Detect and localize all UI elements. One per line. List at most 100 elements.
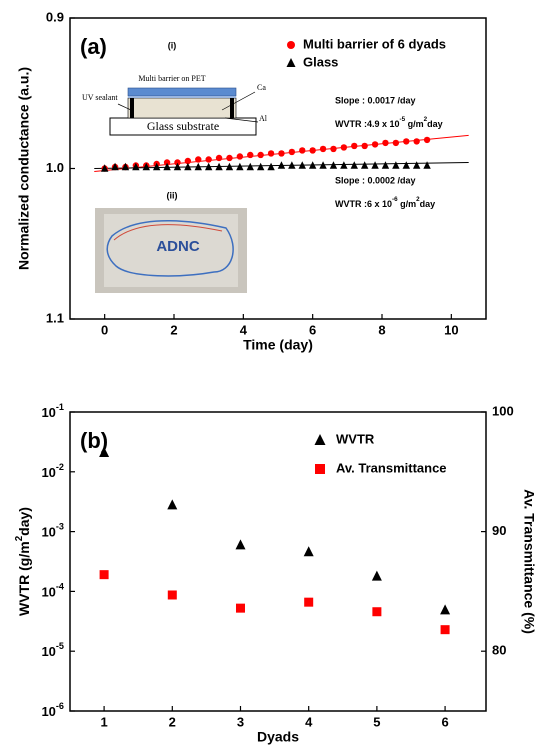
annotation: Slope : 0.0002 /day [335,175,416,185]
y-tick-label: 0.9 [46,9,64,24]
marker [173,162,182,171]
annotation-part: -5 [400,116,406,123]
marker [330,145,337,153]
marker [257,151,264,159]
legend-label: Glass [303,54,338,69]
marker [132,162,140,171]
marker [361,142,368,150]
marker [319,161,327,169]
y-tick-label-part: -1 [56,402,64,412]
marker [340,161,348,169]
inset-schematic [109,87,259,136]
y2-axis-label: Av. Transmittance (%) [521,489,536,634]
marker [304,597,314,607]
marker [184,157,192,165]
x-tick-label: 5 [373,714,380,729]
x-tick-label: 2 [169,714,176,729]
x-axis-label: Dyads [257,729,299,745]
annotation-part: g/m [405,119,424,129]
y-tick-label: 1.0 [46,160,64,175]
marker [204,162,213,171]
marker [267,150,275,157]
marker [167,590,177,600]
y-tick-label: 1.1 [46,310,64,325]
marker [314,434,326,445]
marker [235,539,246,550]
y-tick-label: 10-1 [41,402,64,420]
marker [152,162,161,171]
y-tick-label: 10-6 [41,701,64,719]
y-tick-label-part: -2 [56,462,64,472]
marker [288,161,296,169]
marker [371,141,379,148]
inset-text: Glass substrate [147,119,219,133]
marker [142,162,150,171]
marker [372,607,382,617]
marker [423,136,431,144]
marker [278,150,285,157]
barrier-layer [127,87,237,97]
marker [299,147,306,154]
marker [286,58,296,67]
annotation-part: 2 [416,196,420,203]
annotation-part: -6 [392,196,398,203]
logo-outline [113,224,223,241]
logo-text: ADNC [156,238,199,255]
annotation: WVTR :4.9 x 10-5 g/m2day [335,116,443,130]
x-tick-label: 2 [170,322,177,337]
marker [99,447,110,458]
x-tick-label: 1 [100,714,107,729]
y2-tick-label: 90 [492,523,506,538]
annotation-part: WVTR :6 x 10 [335,199,392,209]
marker [392,139,400,147]
legend-label: WVTR [336,431,375,446]
marker [205,156,212,163]
marker [413,138,420,145]
y-axis-label-part: 2 [14,535,25,541]
y-axis-label: WVTR (g/m2day) [14,507,32,616]
marker [403,138,410,145]
y-tick-label-part: -6 [56,701,64,711]
x-tick-label: 3 [237,714,244,729]
marker [215,162,223,171]
inset-label: (ii) [167,190,178,200]
marker [340,144,348,151]
marker [246,162,254,171]
y-tick-label-part: 10 [41,465,55,480]
marker [277,161,286,169]
x-tick-label: 0 [101,322,108,337]
y-tick-label-part: 10 [41,704,55,719]
marker [308,161,317,169]
marker [412,161,421,169]
y-tick-label-part: -5 [56,642,64,652]
marker [351,142,358,150]
y-tick-label: 10-3 [41,522,64,540]
y2-tick-label: 100 [492,403,514,418]
panel-label: (a) [80,34,107,59]
marker [309,147,316,154]
annotation-part: day [427,119,443,129]
marker [371,161,379,169]
marker [423,161,431,169]
y-axis-label-part: WVTR (g/m [16,541,32,616]
marker [167,499,178,510]
marker [350,161,358,169]
marker [256,162,265,171]
inset-label: (i) [168,40,177,50]
marker [194,162,202,171]
marker [319,145,327,153]
marker [287,41,295,49]
marker [235,603,245,613]
y-tick-label-part: -3 [56,522,64,532]
marker [360,161,369,169]
y-axis-label: Normalized conductance (a.u.) [16,67,32,270]
marker [236,153,244,160]
y-tick-label: 10-5 [41,642,64,660]
x-tick-label: 6 [441,714,448,729]
y-tick-label-part: 10 [41,525,55,540]
marker [382,139,389,147]
marker [392,161,400,169]
marker [267,162,275,171]
marker [381,161,390,169]
annotation: WVTR :6 x 10-6 g/m2day [335,196,435,210]
